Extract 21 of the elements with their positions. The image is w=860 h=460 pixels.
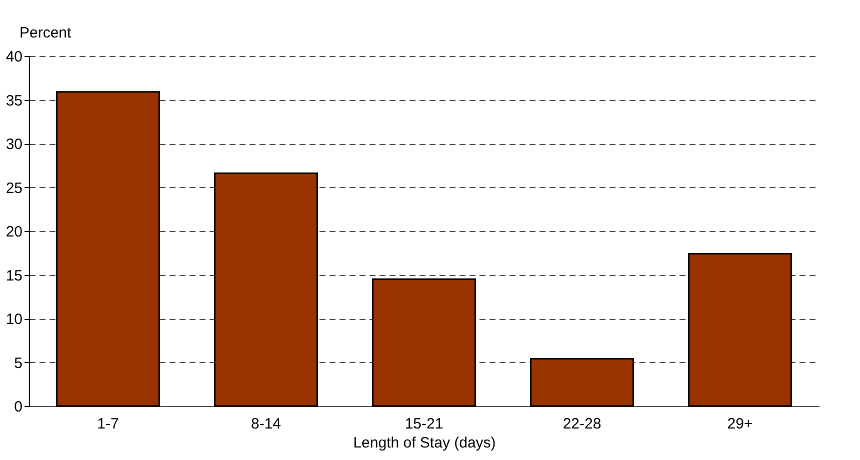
bar bbox=[530, 358, 634, 407]
x-tick-label: 29+ bbox=[727, 416, 753, 432]
x-tick-label: 1-7 bbox=[97, 416, 119, 432]
x-tick-label: 22-28 bbox=[562, 416, 602, 432]
y-tick-label: 25 bbox=[6, 180, 22, 197]
bar bbox=[214, 172, 318, 407]
y-tick-label: 15 bbox=[6, 267, 22, 284]
y-axis-title: Percent bbox=[20, 24, 72, 42]
y-tick-label: 40 bbox=[6, 48, 22, 66]
y-tick-label: 10 bbox=[6, 311, 22, 328]
bar bbox=[688, 253, 792, 407]
bar bbox=[56, 91, 160, 407]
y-tick-label: 20 bbox=[6, 224, 22, 240]
x-axis-title: Length of Stay (days) bbox=[353, 434, 496, 452]
x-tick-label: 15-21 bbox=[404, 416, 444, 432]
y-tick-label: 5 bbox=[14, 354, 22, 372]
y-tick-label: 30 bbox=[6, 136, 22, 153]
y-tick-label: 35 bbox=[6, 92, 22, 110]
y-tick-label: 0 bbox=[14, 398, 22, 416]
bar bbox=[372, 278, 476, 407]
x-tick-label: 8-14 bbox=[250, 416, 282, 432]
